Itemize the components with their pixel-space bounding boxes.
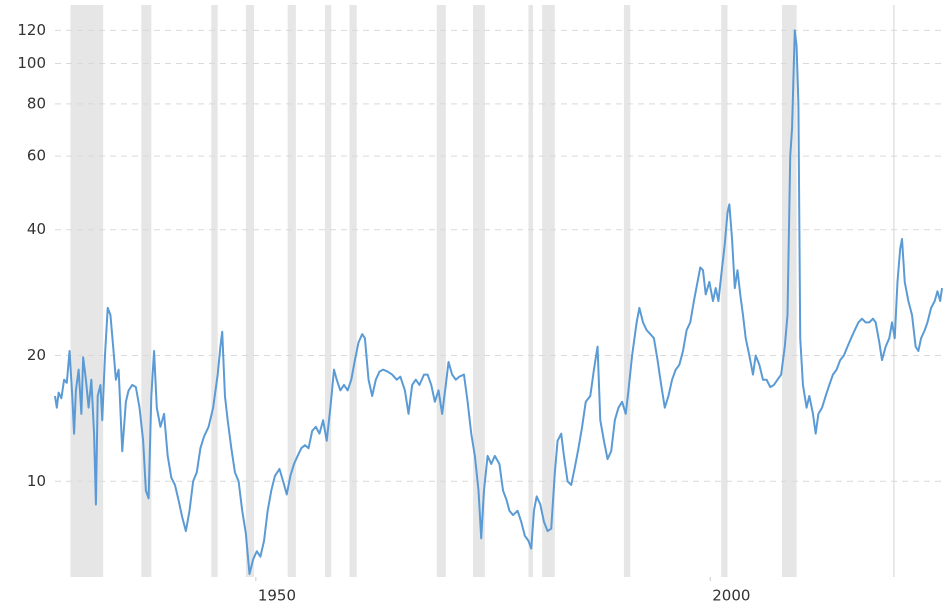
shaded-range: [324, 5, 332, 577]
shaded-range: [287, 5, 296, 577]
y-tick-label: 40: [27, 220, 46, 238]
shaded-range: [141, 5, 152, 577]
x-tick-label: 2000: [712, 587, 750, 604]
shaded-range: [782, 5, 797, 577]
shaded-range: [211, 5, 218, 577]
shaded-range: [542, 5, 555, 577]
shaded-range: [721, 5, 728, 577]
y-tick-label: 20: [27, 346, 46, 364]
shaded-range: [528, 5, 534, 577]
pe-line: [54, 29, 943, 575]
x-tick-label: 1950: [258, 587, 296, 604]
y-tick-label: 120: [17, 21, 46, 39]
shaded-range: [473, 5, 485, 577]
shaded-range: [436, 5, 446, 577]
y-tick-label: 10: [27, 472, 46, 490]
y-tick-label: 100: [17, 54, 46, 72]
y-tick-label: 80: [27, 94, 46, 112]
shaded-range: [623, 5, 631, 577]
y-tick-label: 60: [27, 147, 46, 165]
shaded-range: [70, 5, 104, 577]
shaded-range: [349, 5, 357, 577]
shaded-range: [892, 5, 895, 577]
shaded-range: [245, 5, 255, 577]
